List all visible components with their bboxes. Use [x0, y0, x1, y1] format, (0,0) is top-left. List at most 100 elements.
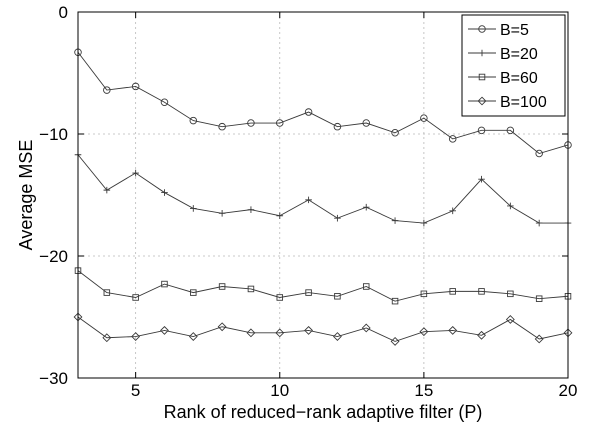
data-point [419, 327, 429, 337]
series-b-20 [74, 151, 572, 227]
data-point [334, 214, 341, 222]
legend-label: B=60 [500, 70, 538, 87]
data-point [448, 325, 458, 335]
series-line [77, 270, 569, 302]
legend-label: B=100 [500, 94, 547, 111]
data-point [390, 336, 400, 346]
y-axis-label: Average MSE [16, 140, 36, 251]
legend-entry: B=100 [468, 94, 547, 111]
data-point [507, 290, 514, 298]
legend-entry: B=20 [468, 46, 538, 63]
data-point [305, 196, 312, 204]
legend-marker [477, 96, 487, 106]
y-tick-labels: −30 −20 −10 0 [39, 3, 68, 388]
y-tick-label: −20 [39, 247, 68, 266]
legend-marker [478, 25, 486, 33]
legend-marker [478, 49, 486, 57]
x-axis-label: Rank of reduced−rank adaptive filter (P) [164, 402, 483, 422]
data-point [275, 328, 285, 338]
data-point [189, 205, 197, 212]
data-point [506, 126, 515, 135]
ticks [78, 11, 569, 379]
legend-marker [478, 73, 486, 81]
legend-entry: B=60 [468, 70, 538, 87]
data-point [361, 323, 371, 333]
data-point [332, 332, 342, 341]
data-point [304, 325, 314, 335]
data-point [304, 108, 313, 116]
data-point [103, 289, 111, 296]
legend: B=5 B=20 B=60 B=100 [461, 14, 566, 117]
data-point [102, 333, 112, 343]
data-point [217, 322, 227, 332]
data-point [190, 289, 197, 296]
data-point [535, 295, 543, 302]
data-point [448, 135, 457, 143]
data-point [449, 207, 457, 215]
data-point [535, 149, 543, 158]
series-line [77, 51, 569, 155]
data-point [276, 212, 284, 220]
data-point [420, 290, 428, 298]
data-point [161, 280, 168, 288]
y-tick-label: −10 [39, 125, 68, 144]
data-point [247, 119, 255, 127]
data-point [160, 98, 169, 107]
data-point [103, 86, 111, 94]
grid [78, 12, 568, 378]
legend-label: B=5 [500, 22, 529, 39]
series-b-5 [74, 48, 572, 158]
data-point [132, 294, 139, 301]
data-point [188, 332, 198, 341]
data-point [477, 330, 486, 340]
data-point [161, 189, 168, 196]
x-tick-labels: 5 10 15 20 [131, 381, 578, 400]
data-point [505, 315, 515, 324]
data-point [362, 283, 370, 290]
series-line [77, 316, 569, 342]
plot-frame [77, 11, 569, 379]
x-tick-label: 15 [414, 381, 433, 400]
data-point [246, 328, 256, 338]
data-point [131, 82, 140, 91]
data-point [333, 122, 342, 131]
data-point [391, 297, 399, 305]
data-point [362, 119, 370, 127]
legend-label: B=20 [500, 46, 538, 63]
x-tick-label: 20 [559, 381, 578, 400]
legend-box [461, 14, 566, 117]
series-line [77, 154, 568, 224]
x-tick-label: 5 [131, 381, 140, 400]
data-point [362, 203, 370, 211]
data-point [247, 285, 255, 293]
data-point [305, 289, 312, 296]
data-point [276, 294, 284, 301]
data-point [478, 175, 485, 183]
data-point [420, 114, 428, 122]
data-point [218, 210, 226, 217]
data-point [276, 119, 284, 127]
data-point [391, 129, 399, 137]
data-point [103, 186, 111, 194]
legend-entry: B=5 [468, 22, 529, 39]
data-point [132, 169, 139, 177]
data-point [218, 122, 226, 131]
data-point [334, 293, 341, 300]
y-tick-label: 0 [59, 3, 68, 22]
data-point [449, 288, 456, 295]
y-tick-label: −30 [39, 369, 68, 388]
data-point [477, 126, 486, 135]
data-point [131, 332, 141, 341]
data-point [160, 325, 169, 335]
data-point [478, 288, 485, 295]
data-point [247, 206, 255, 213]
data-point [420, 219, 428, 227]
data-point [534, 334, 544, 344]
data-point [507, 202, 514, 210]
data-point [535, 219, 543, 227]
x-tick-label: 10 [270, 381, 289, 400]
data-point [189, 116, 198, 125]
data-point [218, 283, 226, 290]
data-point [391, 217, 399, 224]
